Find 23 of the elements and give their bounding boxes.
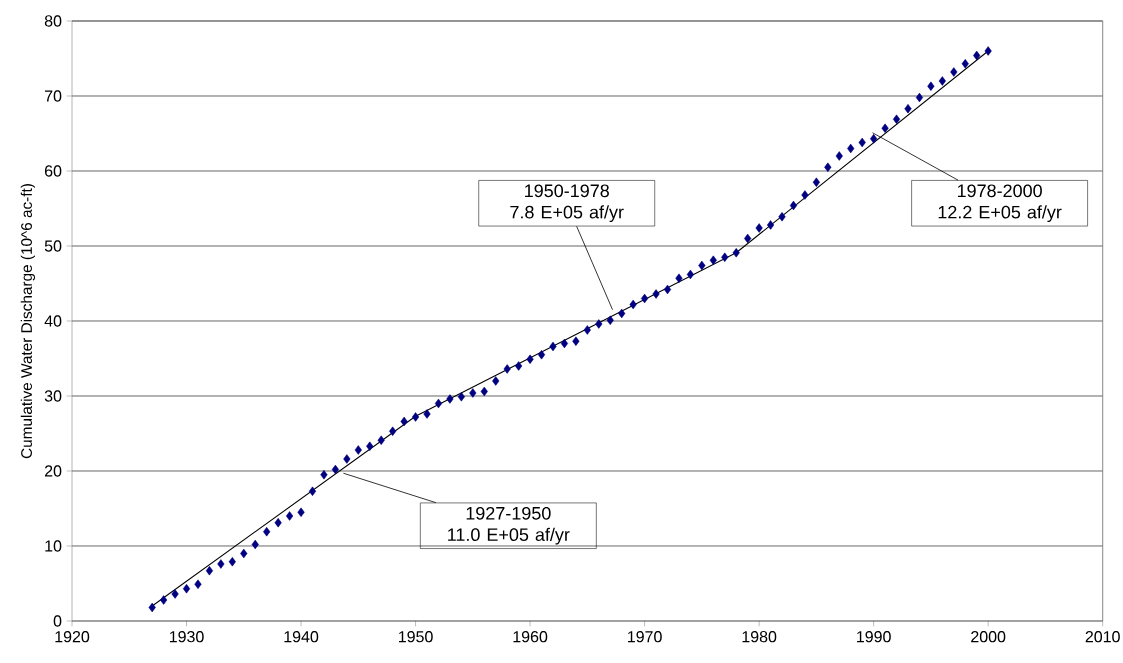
y-axis-title: Cumulative Water Discharge (10^6 ac-ft) [20, 184, 36, 459]
annotation: 1927-1950 11.0 E+05 af/yr [448, 506, 570, 545]
x-tick-label: 1960 [513, 631, 548, 643]
x-tick-label: 1980 [742, 631, 777, 643]
y-tick-label: 40 [44, 315, 62, 327]
x-tick-label: 2000 [971, 631, 1006, 643]
x-tick-label: 1920 [55, 631, 90, 643]
y-tick-label: 0 [53, 615, 62, 627]
y-tick-label: 30 [44, 390, 62, 402]
y-tick-label: 80 [44, 15, 62, 27]
y-tick-label: 60 [44, 165, 62, 177]
y-tick-label: 50 [44, 240, 62, 252]
x-tick-label: 1970 [628, 631, 662, 643]
x-tick-label: 2010 [1085, 631, 1120, 643]
annotation: 1950-1978 7.8 E+05 af/yr [510, 184, 624, 223]
y-tick-label: 20 [44, 465, 62, 477]
x-tick-label: 1990 [857, 631, 891, 643]
y-tick-label: 70 [44, 90, 62, 102]
x-tick-label: 1930 [169, 631, 204, 643]
y-tick-label: 10 [45, 540, 62, 552]
x-tick-label: 1950 [398, 631, 433, 643]
annotation: 1978-2000 12.2 E+05 af/yr [938, 184, 1062, 223]
x-tick-label: 1940 [284, 631, 319, 643]
